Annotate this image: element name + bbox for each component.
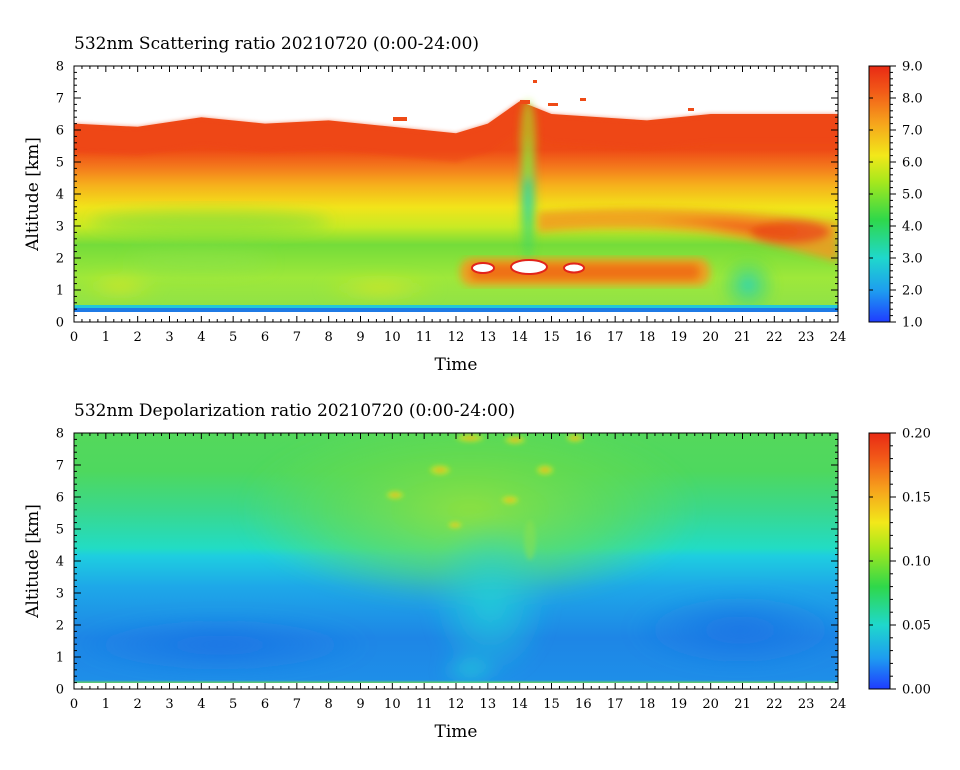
depolarization-xtick-label: 12 [448,697,465,712]
scattering-xtick-label: 12 [448,330,465,345]
scattering-xtick-label: 23 [798,330,815,345]
depolarization-ytick-label: 6 [56,491,64,506]
depolarization-xtick-label: 19 [671,697,688,712]
scattering-colorbar-label: 2.0 [902,284,923,299]
depolarization-colorbar-label: 0.10 [902,555,931,570]
depolarization-ytick-label: 7 [56,459,64,474]
scattering-xtick-label: 6 [261,330,269,345]
depolarization-ytick-label: 8 [56,427,64,442]
scattering-xtick-label: 4 [197,330,205,345]
depolarization-ratio-panel: 532nm Depolarization ratio 20210720 (0:0… [23,401,931,742]
scattering-xtick-label: 9 [356,330,364,345]
scattering-xtick-label: 8 [325,330,333,345]
scattering-ytick-label: 4 [56,188,64,203]
depolarization-xtick-label: 18 [639,697,656,712]
scattering-xtick-label: 1 [102,330,110,345]
depolarization-xlabel: Time [435,722,478,742]
scattering-colorbar-label: 7.0 [902,124,923,139]
scattering-ylabel: Altitude [km] [23,137,43,252]
depolarization-xtick-label: 14 [511,697,528,712]
depolarization-axes: 0 1 2 3 4 5 6 7 8 9 10 11 12 13 14 15 16 17 18 19 20 21 22 23 24… [56,427,847,713]
depolarization-xtick-label: 11 [416,697,433,712]
depolarization-colorbar-label: 0.15 [902,491,931,506]
scattering-ytick-label: 7 [56,92,64,107]
scattering-colorbar-ticks: 1.0 2.0 3.0 4.0 5.0 6.0 7.0 8.0 9.0 [869,60,923,331]
depolarization-colorbar-label: 0.20 [902,427,931,442]
scattering-colorbar-label: 3.0 [902,252,923,267]
scattering-colorbar-label: 6.0 [902,156,923,171]
depolarization-ytick-label: 3 [56,587,64,602]
depolarization-xtick-label: 5 [229,697,237,712]
depolarization-xtick-label: 8 [325,697,333,712]
scattering-xtick-label: 15 [543,330,560,345]
scattering-ytick-label: 1 [56,284,64,299]
scattering-axes: 0 1 2 3 4 5 6 7 8 9 10 11 12 13 14 15 16 17 18 19 20 21 22 23 24… [56,60,847,346]
depolarization-xtick-label: 10 [384,697,401,712]
scattering-xtick-label: 18 [639,330,656,345]
depolarization-xtick-label: 21 [734,697,751,712]
depolarization-xtick-label: 24 [830,697,847,712]
scattering-xtick-label: 19 [671,330,688,345]
scattering-xtick-label: 20 [702,330,719,345]
depolarization-colorbar-label: 0.00 [902,683,931,698]
scattering-xtick-label: 7 [293,330,301,345]
scattering-xtick-label: 11 [416,330,433,345]
depolarization-xtick-label: 6 [261,697,269,712]
depolarization-xtick-label: 3 [165,697,173,712]
scattering-colorbar-label: 8.0 [902,92,923,107]
scattering-ytick-label: 8 [56,60,64,75]
depolarization-xtick-label: 7 [293,697,301,712]
depolarization-ylabel: Altitude [km] [23,504,43,619]
scattering-xtick-label: 14 [511,330,528,345]
scattering-colorbar-label: 1.0 [902,316,923,331]
scattering-xtick-label: 5 [229,330,237,345]
depolarization-xtick-label: 15 [543,697,560,712]
depolarization-xtick-label: 13 [480,697,497,712]
scattering-xtick-label: 0 [70,330,78,345]
scattering-xtick-label: 10 [384,330,401,345]
depolarization-xtick-label: 23 [798,697,815,712]
depolarization-ytick-label: 2 [56,619,64,634]
depolarization-xtick-label: 17 [607,697,624,712]
depolarization-xtick-label: 4 [197,697,205,712]
scattering-top-band [74,101,838,162]
scattering-xtick-label: 21 [734,330,751,345]
depolarization-ytick-label: 1 [56,651,64,666]
scattering-ytick-label: 6 [56,124,64,139]
scattering-xtick-label: 17 [607,330,624,345]
scattering-ytick-label: 2 [56,252,64,267]
scattering-colorbar-label: 9.0 [902,60,923,75]
scattering-ytick-label: 3 [56,220,64,235]
scattering-ytick-label: 0 [56,316,64,331]
depolarization-ytick-label: 4 [56,555,64,570]
depolarization-ytick-label: 5 [56,523,64,538]
scattering-xtick-label: 13 [480,330,497,345]
depolarization-xtick-label: 20 [702,697,719,712]
scattering-colorbar-label: 5.0 [902,188,923,203]
depolarization-xtick-label: 9 [356,697,364,712]
depolarization-xtick-label: 2 [134,697,142,712]
scattering-colorbar-label: 4.0 [902,220,923,235]
depolarization-xtick-label: 1 [102,697,110,712]
depolarization-colorbar-ticks: 0.00 0.05 0.10 0.15 0.20 [869,427,931,698]
scattering-xtick-label: 22 [766,330,783,345]
scattering-ratio-title: 532nm Scattering ratio 20210720 (0:00-24… [74,34,479,54]
depolarization-ratio-field [74,433,838,689]
scattering-xtick-label: 24 [830,330,847,345]
scattering-ratio-field [74,80,838,322]
depolarization-ratio-title: 532nm Depolarization ratio 20210720 (0:0… [74,401,515,421]
scattering-ratio-panel: 532nm Scattering ratio 20210720 (0:00-24… [23,34,923,375]
scattering-xtick-label: 3 [165,330,173,345]
scattering-ytick-label: 5 [56,156,64,171]
depolarization-ytick-label: 0 [56,683,64,698]
depolarization-xtick-label: 22 [766,697,783,712]
scattering-xtick-label: 16 [575,330,592,345]
scattering-xlabel: Time [435,355,478,375]
depolarization-xtick-label: 16 [575,697,592,712]
depolarization-xtick-label: 0 [70,697,78,712]
depolarization-colorbar-label: 0.05 [902,619,931,634]
scattering-xtick-label: 2 [134,330,142,345]
